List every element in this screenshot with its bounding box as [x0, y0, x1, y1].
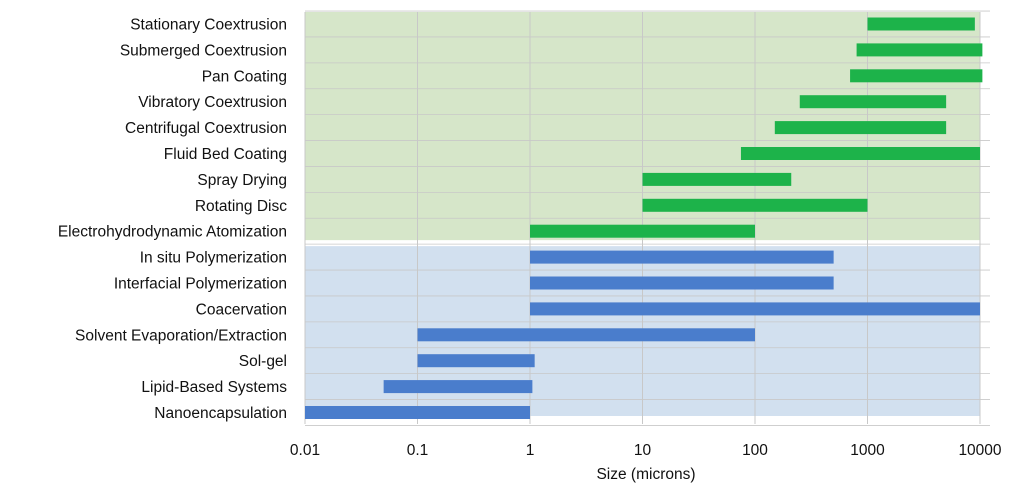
range-bar — [383, 380, 533, 394]
x-tick-label: 1000 — [850, 442, 885, 459]
range-bar — [774, 121, 947, 135]
range-bar — [799, 95, 947, 109]
category-label: Spray Drying — [197, 172, 287, 189]
category-label: Stationary Coextrusion — [130, 17, 287, 34]
range-bar — [740, 147, 980, 160]
category-label: Coacervation — [196, 301, 287, 318]
bars — [305, 17, 983, 419]
category-label: In situ Polymerization — [140, 250, 287, 267]
category-label: Nanoencapsulation — [154, 405, 287, 422]
category-label: Lipid-Based Systems — [141, 379, 287, 396]
range-bar — [856, 43, 983, 57]
category-label: Submerged Coextrusion — [120, 42, 287, 59]
range-bar — [850, 69, 983, 83]
x-tick-label: 10000 — [958, 442, 1001, 459]
x-tick-label: 100 — [742, 442, 768, 459]
x-axis-title: Size (microns) — [596, 466, 695, 483]
category-label: Solvent Evaporation/Extraction — [75, 327, 287, 344]
category-label: Fluid Bed Coating — [164, 146, 287, 163]
category-label: Sol-gel — [239, 353, 287, 370]
category-label: Interfacial Polymerization — [114, 276, 287, 293]
range-bar — [530, 250, 834, 264]
range-bar — [530, 224, 755, 238]
x-tick-label: 10 — [634, 442, 652, 459]
category-label: Vibratory Coextrusion — [138, 94, 287, 111]
x-tick-label: 0.1 — [407, 442, 429, 459]
x-tick-label: 1 — [526, 442, 535, 459]
x-tick-labels: 0.01 0.1 1 10 100 1000 10000 — [290, 442, 1002, 459]
range-bar — [305, 406, 530, 419]
range-bar — [417, 328, 755, 342]
x-tick-label: 0.01 — [290, 442, 320, 459]
range-bar — [530, 276, 834, 290]
range-bar — [867, 17, 975, 31]
category-label: Electrohydrodynamic Atomization — [58, 224, 287, 241]
range-bar — [530, 302, 980, 316]
category-label: Centrifugal Coextrusion — [125, 120, 287, 137]
category-label: Rotating Disc — [195, 198, 287, 215]
range-bar — [642, 198, 868, 212]
range-bar — [417, 354, 535, 368]
category-label: Pan Coating — [202, 68, 287, 85]
category-labels: Stationary Coextrusion Submerged Coextrus… — [58, 17, 287, 423]
range-bar — [642, 172, 792, 186]
